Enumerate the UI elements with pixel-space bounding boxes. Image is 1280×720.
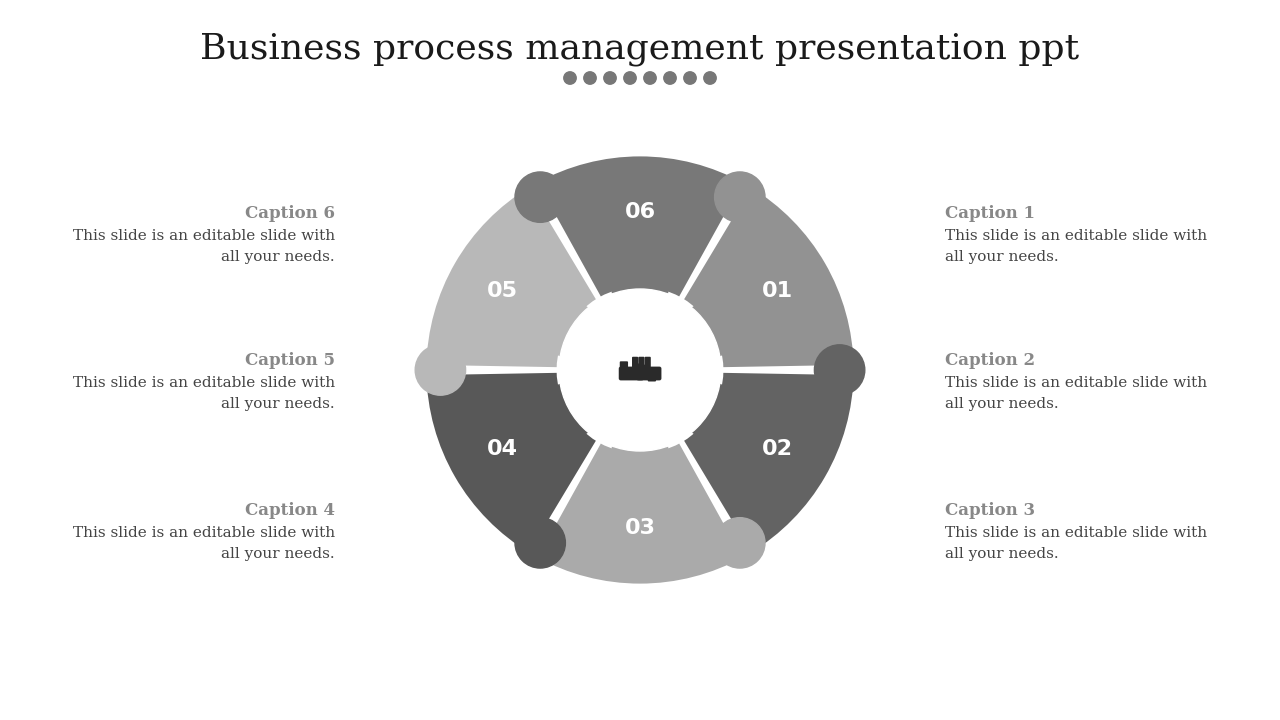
Circle shape [684, 301, 739, 357]
Text: This slide is an editable slide with
all your needs.: This slide is an editable slide with all… [73, 376, 335, 410]
Text: 05: 05 [488, 281, 518, 301]
Circle shape [584, 72, 596, 84]
Circle shape [563, 72, 576, 84]
Circle shape [684, 383, 739, 439]
Text: Business process management presentation ppt: Business process management presentation… [201, 32, 1079, 66]
Wedge shape [682, 372, 855, 554]
Circle shape [623, 72, 636, 84]
Text: 06: 06 [625, 202, 655, 222]
Circle shape [684, 72, 696, 84]
Circle shape [515, 172, 566, 222]
Text: This slide is an editable slide with
all your needs.: This slide is an editable slide with all… [73, 526, 335, 561]
Circle shape [644, 72, 657, 84]
Circle shape [541, 383, 596, 439]
Text: Caption 5: Caption 5 [244, 352, 335, 369]
Circle shape [604, 72, 616, 84]
Text: Caption 6: Caption 6 [244, 205, 335, 222]
FancyBboxPatch shape [620, 361, 628, 371]
Circle shape [714, 518, 765, 568]
Text: This slide is an editable slide with
all your needs.: This slide is an editable slide with all… [73, 229, 335, 264]
Circle shape [612, 260, 668, 316]
Circle shape [612, 424, 668, 480]
Circle shape [515, 518, 566, 568]
Wedge shape [536, 155, 744, 298]
Text: 02: 02 [762, 439, 792, 459]
FancyBboxPatch shape [636, 366, 662, 380]
Circle shape [714, 172, 765, 222]
Wedge shape [425, 372, 598, 554]
FancyBboxPatch shape [618, 366, 644, 380]
Circle shape [704, 72, 717, 84]
Text: Caption 4: Caption 4 [244, 502, 335, 519]
Wedge shape [536, 441, 744, 585]
Text: 04: 04 [488, 439, 518, 459]
Wedge shape [425, 186, 598, 369]
Circle shape [541, 301, 596, 357]
Text: 03: 03 [625, 518, 655, 539]
FancyBboxPatch shape [648, 372, 657, 382]
Text: Caption 2: Caption 2 [945, 352, 1036, 369]
Text: This slide is an editable slide with
all your needs.: This slide is an editable slide with all… [945, 229, 1207, 264]
Circle shape [814, 345, 865, 395]
Circle shape [415, 345, 466, 395]
Circle shape [559, 289, 721, 451]
Text: This slide is an editable slide with
all your needs.: This slide is an editable slide with all… [945, 376, 1207, 410]
Wedge shape [682, 186, 855, 369]
Circle shape [664, 72, 676, 84]
FancyBboxPatch shape [645, 356, 650, 369]
FancyBboxPatch shape [639, 356, 645, 369]
Circle shape [632, 364, 648, 379]
Text: Caption 1: Caption 1 [945, 205, 1036, 222]
FancyBboxPatch shape [632, 356, 639, 369]
Text: This slide is an editable slide with
all your needs.: This slide is an editable slide with all… [945, 526, 1207, 561]
Text: Caption 3: Caption 3 [945, 502, 1036, 519]
Text: 01: 01 [762, 281, 792, 301]
